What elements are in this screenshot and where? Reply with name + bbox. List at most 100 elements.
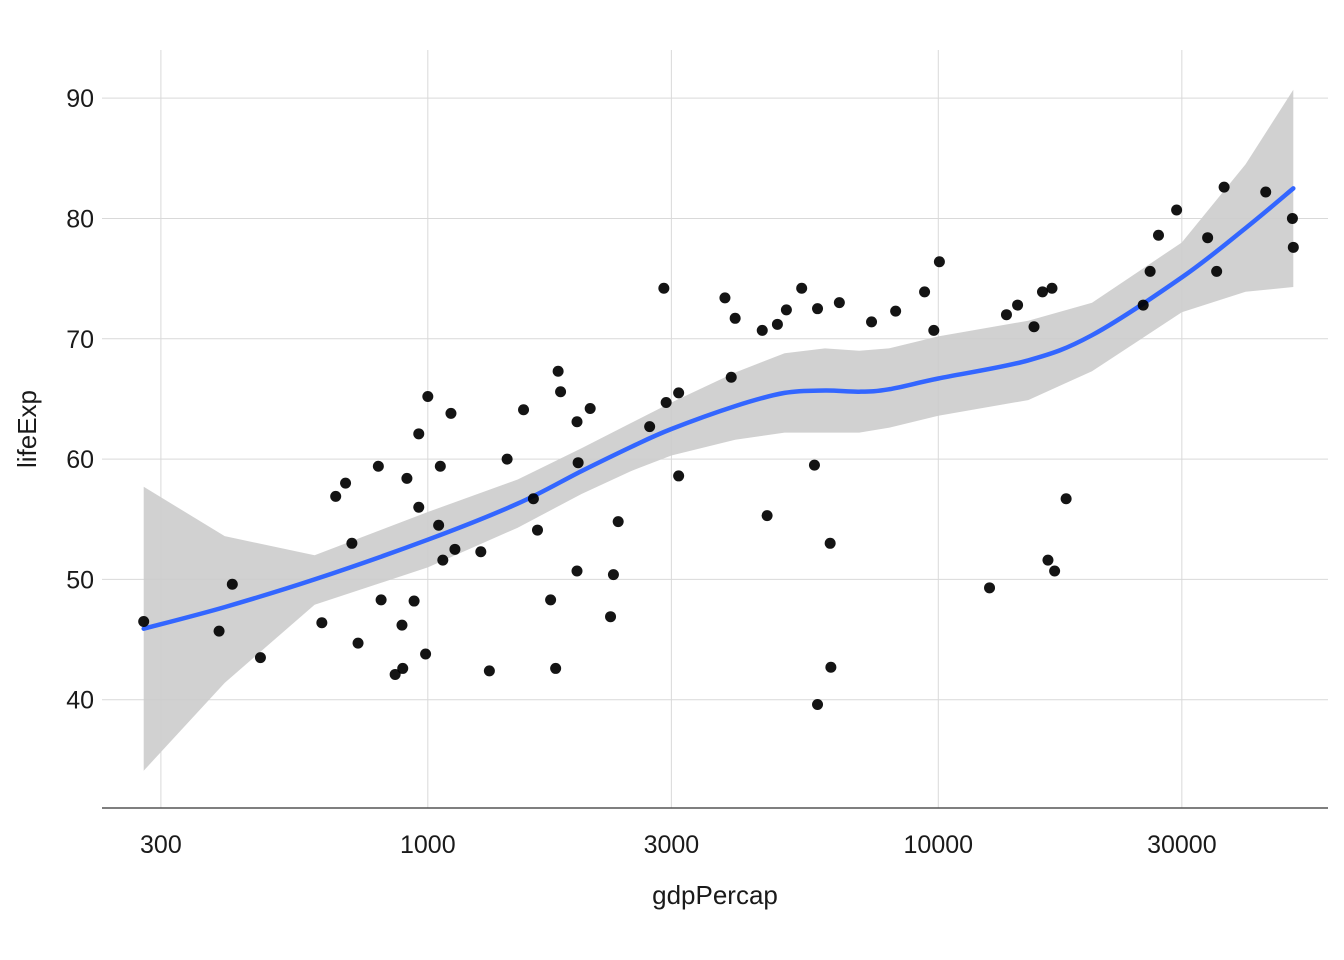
data-point — [719, 292, 731, 304]
data-point — [660, 397, 672, 409]
data-point — [571, 565, 583, 577]
data-point — [401, 472, 413, 484]
data-point — [824, 537, 836, 549]
data-point — [1152, 229, 1164, 241]
data-point — [138, 616, 150, 628]
data-point — [1144, 265, 1156, 277]
data-point — [449, 543, 461, 555]
data-point — [555, 386, 567, 398]
data-point — [1137, 299, 1149, 311]
data-point — [433, 519, 445, 531]
data-point — [330, 490, 342, 502]
data-point — [1211, 265, 1223, 277]
data-point — [397, 662, 409, 674]
smooth-fit-line — [141, 186, 1296, 631]
data-point — [761, 510, 773, 522]
data-point — [890, 305, 902, 317]
data-point — [483, 665, 495, 677]
data-point — [316, 617, 328, 629]
data-point — [571, 416, 583, 428]
data-point — [389, 668, 401, 680]
data-point — [808, 459, 820, 471]
data-point — [346, 537, 358, 549]
data-point — [1218, 181, 1230, 193]
data-point — [226, 578, 238, 590]
x-tick-label: 3000 — [644, 831, 700, 859]
data-point — [1042, 554, 1054, 566]
data-point — [919, 286, 931, 298]
data-point — [658, 282, 670, 294]
data-point — [340, 477, 352, 489]
x-tick-label: 10000 — [904, 831, 974, 859]
data-point — [434, 460, 446, 472]
data-point — [825, 661, 837, 673]
y-tick-label: 70 — [66, 326, 94, 354]
data-point — [933, 256, 945, 268]
data-point — [1046, 282, 1058, 294]
y-tick-label: 90 — [66, 85, 94, 113]
data-point — [213, 625, 225, 637]
data-point — [1049, 565, 1061, 577]
y-tick-label: 60 — [66, 446, 94, 474]
data-point — [1260, 186, 1272, 198]
data-point — [1060, 493, 1072, 505]
confidence-band — [143, 89, 1294, 771]
data-point — [437, 554, 449, 566]
data-point — [607, 569, 619, 581]
data-point — [527, 493, 539, 505]
smooth-line-layer — [141, 186, 1296, 631]
data-point — [396, 619, 408, 631]
data-point — [550, 662, 562, 674]
x-tick-label: 1000 — [400, 831, 456, 859]
data-point — [475, 546, 487, 558]
data-point — [413, 501, 425, 513]
data-point — [756, 324, 768, 336]
data-point — [545, 594, 557, 606]
data-point — [501, 453, 513, 465]
data-point — [796, 282, 808, 294]
data-point — [445, 407, 457, 419]
data-point — [1171, 204, 1183, 216]
data-point — [812, 699, 824, 711]
data-point — [812, 303, 824, 315]
data-point — [413, 428, 425, 440]
y-axis-title: lifeExp — [12, 390, 42, 468]
points-layer — [138, 181, 1299, 711]
data-point — [531, 524, 543, 536]
data-point — [780, 304, 792, 316]
data-point — [1287, 241, 1299, 253]
confidence-band-layer — [143, 89, 1294, 771]
data-point — [254, 652, 266, 664]
data-point — [673, 470, 685, 482]
data-point — [673, 387, 685, 399]
data-point — [729, 312, 741, 324]
data-point — [372, 460, 384, 472]
data-point — [644, 421, 656, 433]
data-point — [1036, 286, 1048, 298]
data-point — [422, 391, 434, 403]
y-tick-labels: 40 50 60 70 80 90 — [66, 85, 94, 715]
y-tick-label: 50 — [66, 566, 94, 594]
data-point — [375, 594, 387, 606]
data-point — [584, 403, 596, 415]
data-point — [928, 324, 940, 336]
x-tick-label: 300 — [140, 831, 182, 859]
x-axis-title: gdpPercap — [652, 880, 778, 910]
data-point — [725, 371, 737, 383]
data-point — [1202, 232, 1214, 244]
data-point — [833, 297, 845, 309]
data-point — [408, 595, 420, 607]
data-point — [1286, 212, 1298, 224]
y-tick-label: 40 — [66, 687, 94, 715]
data-point — [1012, 299, 1024, 311]
y-tick-label: 80 — [66, 205, 94, 233]
data-point — [1000, 309, 1012, 321]
data-point — [605, 611, 617, 623]
data-point — [771, 318, 783, 330]
data-point — [866, 316, 878, 328]
data-point — [518, 404, 530, 416]
data-point — [420, 648, 432, 660]
data-point — [612, 516, 624, 528]
data-point — [552, 365, 564, 377]
